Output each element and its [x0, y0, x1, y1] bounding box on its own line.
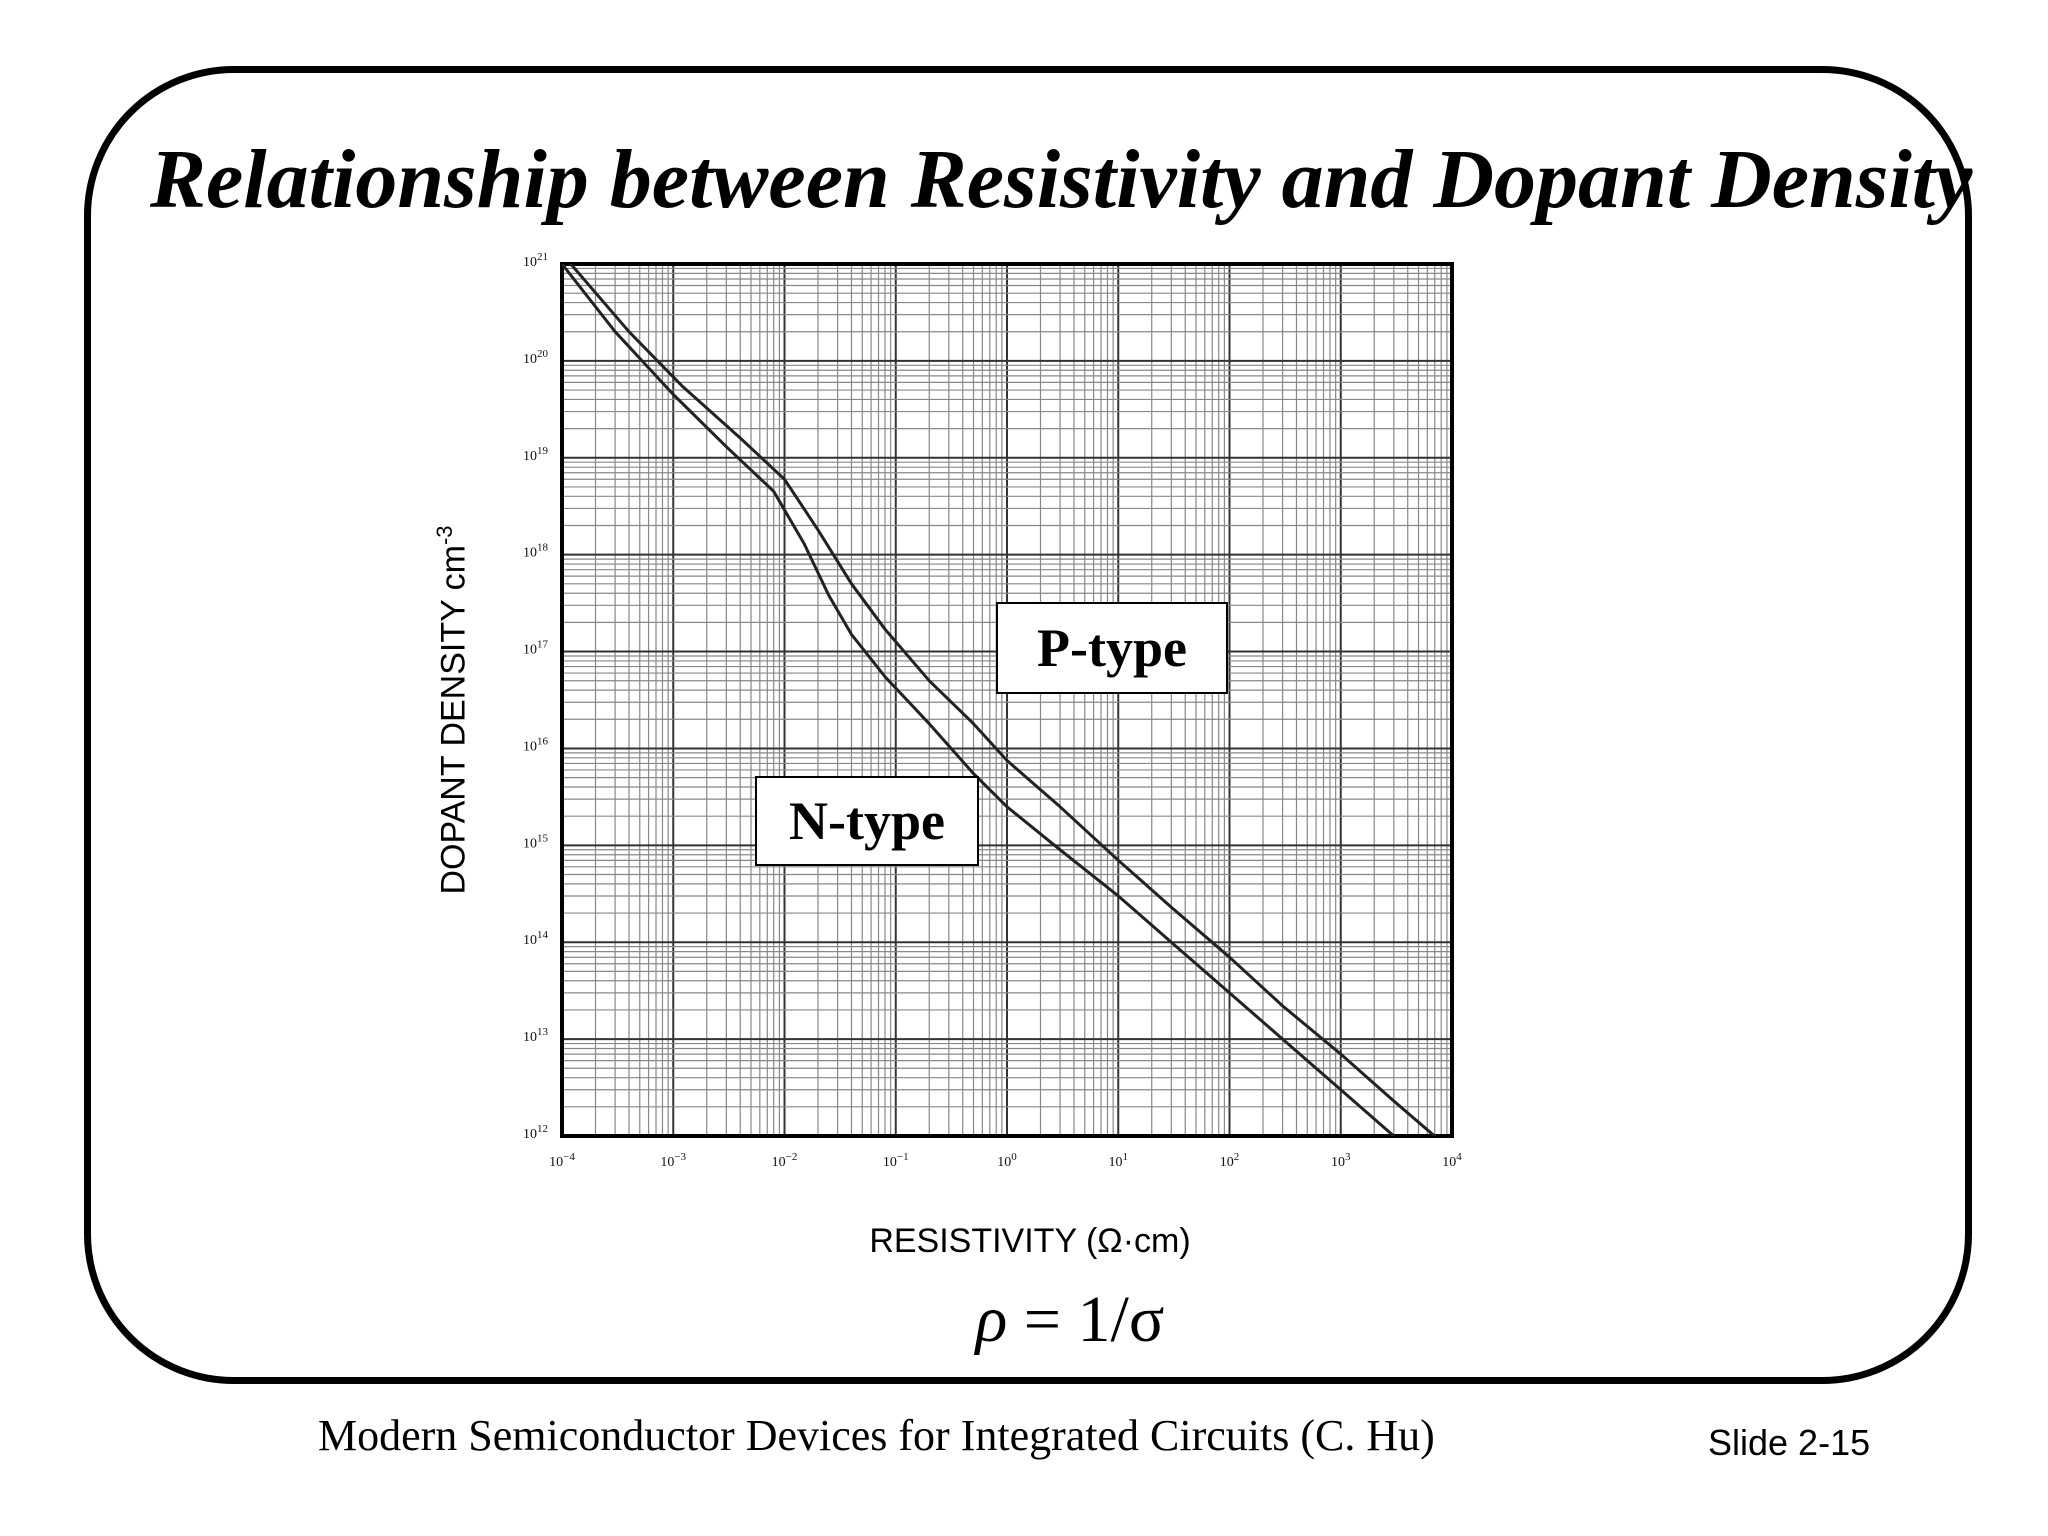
y-tick-label-base: 10 [523, 255, 537, 270]
chart-grid [561, 263, 1453, 1137]
y-tick-label-base: 10 [523, 739, 537, 754]
slide-number: Slide 2-15 [1708, 1422, 1871, 1463]
footer-citation: Modern Semiconductor Devices for Integra… [318, 1411, 1435, 1460]
x-tick-label-base: 10 [660, 1155, 674, 1170]
slide-title: Relationship between Resistivity and Dop… [150, 133, 1973, 226]
n-type-label-text: N-type [789, 791, 945, 851]
x-tick-label-exponent: −1 [897, 1151, 909, 1163]
y-tick-label: 1014 [523, 929, 549, 948]
y-axis-label: DOPANT DENSITY cm-3 [432, 440, 472, 980]
y-tick-label-exponent: 19 [537, 445, 549, 457]
x-tick-label-exponent: 2 [1234, 1151, 1240, 1163]
x-tick-label-base: 10 [1331, 1155, 1345, 1170]
y-tick-label-base: 10 [523, 546, 537, 561]
x-tick-label: 10−3 [660, 1151, 686, 1170]
y-tick-label-exponent: 18 [537, 542, 549, 554]
p-type-label: P-type [996, 602, 1228, 694]
x-tick-label: 102 [1220, 1151, 1240, 1170]
y-tick-label: 1012 [523, 1123, 548, 1142]
y-tick-label: 1021 [523, 251, 548, 270]
n-type-label: N-type [755, 776, 979, 866]
x-tick-label-base: 10 [1109, 1155, 1123, 1170]
resistivity-formula: ρ = 1/σ [930, 1282, 1210, 1358]
x-tick-label-base: 10 [549, 1155, 563, 1170]
x-axis-label: RESISTIVITY (Ω·cm) [869, 1222, 1191, 1260]
x-tick-label-exponent: 3 [1345, 1151, 1351, 1163]
x-tick-label-base: 10 [883, 1155, 897, 1170]
y-tick-label-base: 10 [523, 449, 537, 464]
y-tick-label-exponent: 21 [537, 251, 548, 263]
x-tick-label: 103 [1331, 1151, 1351, 1170]
y-tick-label: 1020 [523, 348, 549, 367]
x-tick-label-base: 10 [1220, 1155, 1234, 1170]
slide-frame [84, 66, 1972, 1384]
x-tick-label: 10−1 [883, 1151, 909, 1170]
y-tick-label-exponent: 13 [537, 1026, 549, 1038]
y-tick-label: 1013 [523, 1026, 549, 1045]
x-tick-label-exponent: 0 [1011, 1151, 1017, 1163]
x-tick-label: 10−2 [772, 1151, 798, 1170]
x-tick-label: 104 [1442, 1151, 1462, 1170]
x-tick-label-base: 10 [1442, 1155, 1456, 1170]
x-tick-label: 10−4 [549, 1151, 575, 1170]
y-tick-label: 1019 [523, 445, 549, 464]
y-axis-label-exponent: -3 [432, 525, 457, 546]
x-tick-label-exponent: −2 [786, 1151, 798, 1163]
y-axis-label-text: DOPANT DENSITY cm [434, 545, 473, 895]
y-tick-label-base: 10 [523, 352, 537, 367]
y-tick-label-exponent: 17 [537, 639, 549, 651]
x-tick-label: 101 [1109, 1151, 1129, 1170]
x-tick-label-exponent: 4 [1456, 1151, 1462, 1163]
y-tick-label-exponent: 12 [537, 1123, 548, 1135]
y-tick-label-exponent: 16 [537, 735, 549, 747]
x-tick-label-exponent: −4 [563, 1151, 575, 1163]
y-tick-label-exponent: 15 [537, 832, 549, 844]
y-tick-label: 1018 [523, 542, 549, 561]
formula-rho: ρ [975, 1283, 1008, 1356]
x-tick-label: 100 [997, 1151, 1017, 1170]
series-line-n-type [562, 264, 1395, 1136]
x-tick-label-base: 10 [997, 1155, 1011, 1170]
x-tick-label-exponent: −3 [674, 1151, 686, 1163]
series-line-p-type [569, 264, 1437, 1136]
x-tick-label-exponent: 1 [1123, 1151, 1129, 1163]
y-tick-label-base: 10 [523, 1127, 537, 1142]
x-tick-label-base: 10 [772, 1155, 786, 1170]
y-tick-label: 1015 [523, 832, 549, 851]
y-tick-label-exponent: 14 [537, 929, 549, 941]
formula-rhs: = 1/σ [1023, 1283, 1165, 1356]
p-type-label-text: P-type [1037, 618, 1187, 678]
y-tick-label: 1017 [523, 639, 549, 658]
plot-frame [560, 262, 1454, 1138]
y-tick-label: 1016 [523, 735, 549, 754]
y-tick-label-base: 10 [523, 836, 537, 851]
y-tick-label-base: 10 [523, 933, 537, 948]
y-tick-label-base: 10 [523, 643, 537, 658]
y-tick-label-base: 10 [523, 1030, 537, 1045]
y-tick-label-exponent: 20 [537, 348, 549, 360]
